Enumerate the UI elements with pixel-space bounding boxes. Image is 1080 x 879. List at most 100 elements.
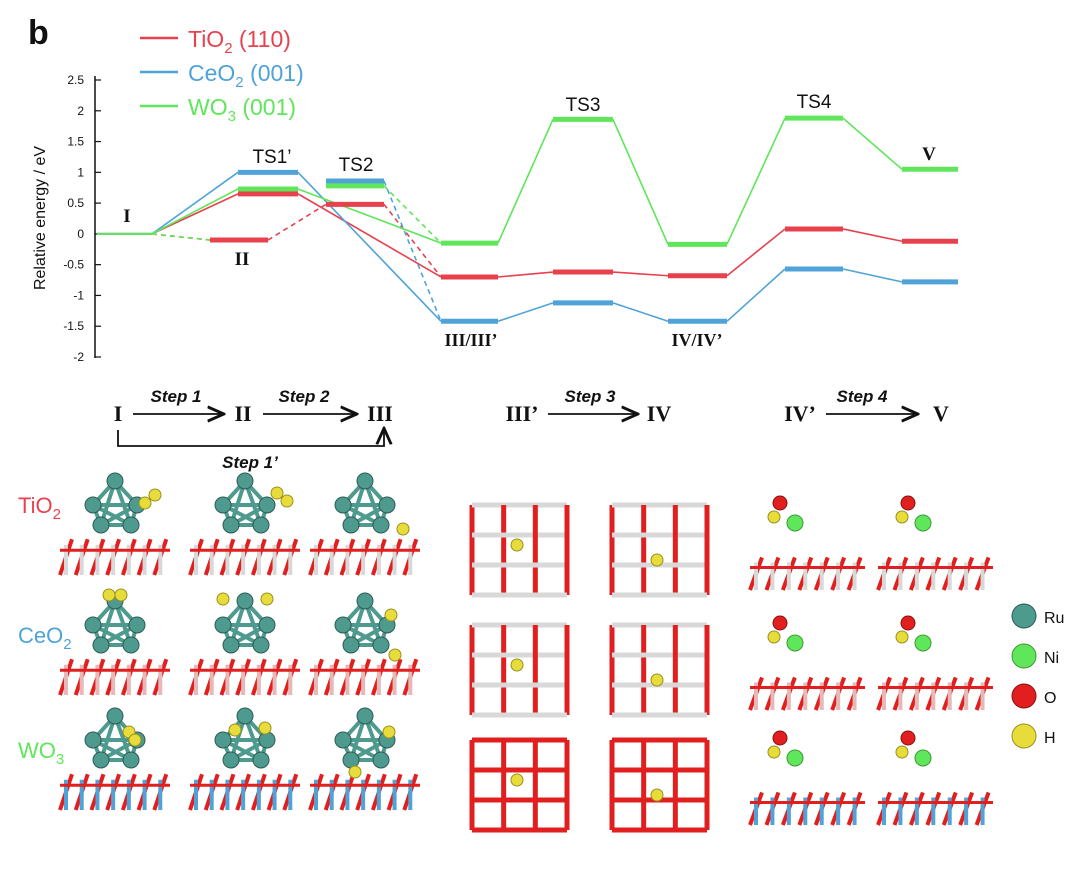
ni-atom	[914, 514, 932, 532]
h-atom	[650, 788, 664, 802]
h-atom	[767, 745, 781, 759]
ru-atom	[334, 731, 352, 749]
atom-legend: Ru Ni O H	[1011, 603, 1064, 749]
h-atom	[650, 673, 664, 687]
state-label-V: V	[922, 144, 936, 165]
structure-thumb	[876, 730, 993, 826]
ru-atom	[252, 516, 270, 534]
state-label-TS3: TS3	[566, 95, 601, 116]
structure-thumb	[876, 495, 993, 591]
y-tick-label: 0.5	[67, 196, 84, 210]
structure-thumb	[609, 737, 710, 833]
structure-thumb	[469, 502, 570, 598]
connector-ceo2-I-TS1	[151, 171, 239, 235]
atom-ru-icon	[1011, 603, 1037, 629]
ru-atom	[356, 472, 374, 490]
connector-ceo2-TS1-III	[297, 171, 442, 322]
step-state-V: V	[933, 401, 949, 426]
ru-atom	[222, 636, 240, 654]
ru-atom	[258, 731, 276, 749]
h-atom	[382, 725, 396, 739]
row-label-tio2: TiO2	[18, 493, 61, 523]
connector-wo3-III-TS3	[497, 119, 554, 244]
ru-atom	[214, 731, 232, 749]
ru-atom	[236, 592, 254, 610]
ru-atom	[214, 496, 232, 514]
structure-thumb	[308, 592, 420, 696]
o-atom	[900, 730, 916, 746]
structure-thumb	[876, 615, 993, 711]
h-atom	[767, 630, 781, 644]
h-atom	[895, 630, 909, 644]
ru-atom	[106, 707, 124, 725]
ru-atom	[92, 516, 110, 534]
o-atom	[772, 495, 788, 511]
atom-label-ni: Ni	[1044, 650, 1059, 667]
ru-atom	[214, 616, 232, 634]
ru-atom	[356, 707, 374, 725]
structure-thumb	[609, 622, 710, 718]
y-tick-label: -2	[73, 350, 84, 364]
o-atom	[900, 495, 916, 511]
atom-o-icon	[1011, 683, 1037, 709]
ru-atom	[222, 751, 240, 769]
y-tick-label: -1	[73, 288, 84, 302]
connector-wo3-TS2-III	[383, 185, 442, 244]
structure-thumb	[188, 472, 300, 576]
step3-label: Step 3	[564, 387, 616, 406]
structure-thumb	[469, 737, 570, 833]
y-tick-label: 1.5	[67, 135, 84, 149]
state-label-I: I	[123, 206, 130, 227]
y-axis: 2.5 2 1.5 1 0.5 0 -0.5 -1 -1.5 -2	[63, 73, 101, 364]
h-atom	[258, 721, 272, 735]
ru-atom	[236, 707, 254, 725]
structure-thumb	[188, 707, 300, 811]
structure-thumb	[58, 472, 170, 576]
ru-atom	[122, 516, 140, 534]
state-label-III: III/III’	[444, 330, 497, 350]
state-label-II: II	[235, 249, 250, 270]
h-atom	[260, 592, 274, 606]
h-atom	[102, 588, 116, 602]
o-atom	[772, 730, 788, 746]
connector-tio2-TS1-III	[297, 193, 442, 278]
ru-atom	[372, 636, 390, 654]
ru-atom	[334, 616, 352, 634]
y-tick-label: -0.5	[63, 258, 84, 272]
structure-thumb	[748, 730, 865, 826]
atom-label-h: H	[1044, 730, 1056, 747]
ru-atom	[258, 496, 276, 514]
ru-atom	[92, 636, 110, 654]
state-label-TS4: TS4	[797, 92, 832, 113]
connector-ceo2-TS4-V	[842, 268, 903, 283]
ru-atom	[84, 616, 102, 634]
h-atom	[128, 733, 142, 747]
ru-atom	[342, 636, 360, 654]
y-tick-label: 0	[77, 227, 84, 241]
y-tick-label: 1	[77, 165, 84, 179]
step-state-IVp: IV’	[784, 401, 816, 426]
y-axis-label: Relative energy / eV	[32, 146, 49, 290]
structure-thumb	[609, 502, 710, 598]
ru-atom	[372, 516, 390, 534]
step-state-I: I	[114, 401, 123, 426]
ru-atom	[252, 636, 270, 654]
state-label-IV: IV/IV’	[671, 330, 722, 350]
connector-tio2-III-TS3	[497, 271, 554, 278]
structure-images	[58, 472, 993, 833]
h-atom	[384, 608, 398, 622]
ru-atom	[236, 472, 254, 490]
state-labels: I II TS1’ TS2 III/III’ TS3 IV/IV’ TS4 V	[123, 92, 936, 350]
structure-thumb	[469, 622, 570, 718]
connector-tio2-II-TS2	[267, 203, 327, 241]
energy-levels	[97, 115, 958, 324]
step4-label: Step 4	[836, 387, 888, 406]
h-atom	[228, 723, 242, 737]
legend-label-ceo2: CeO2 (001)	[188, 60, 304, 91]
ru-atom	[342, 751, 360, 769]
legend-label-tio2: TiO2 (110)	[188, 26, 291, 57]
energy-profile-connectors	[151, 117, 903, 323]
ni-atom	[786, 634, 804, 652]
connector-wo3-I-II	[151, 233, 211, 241]
